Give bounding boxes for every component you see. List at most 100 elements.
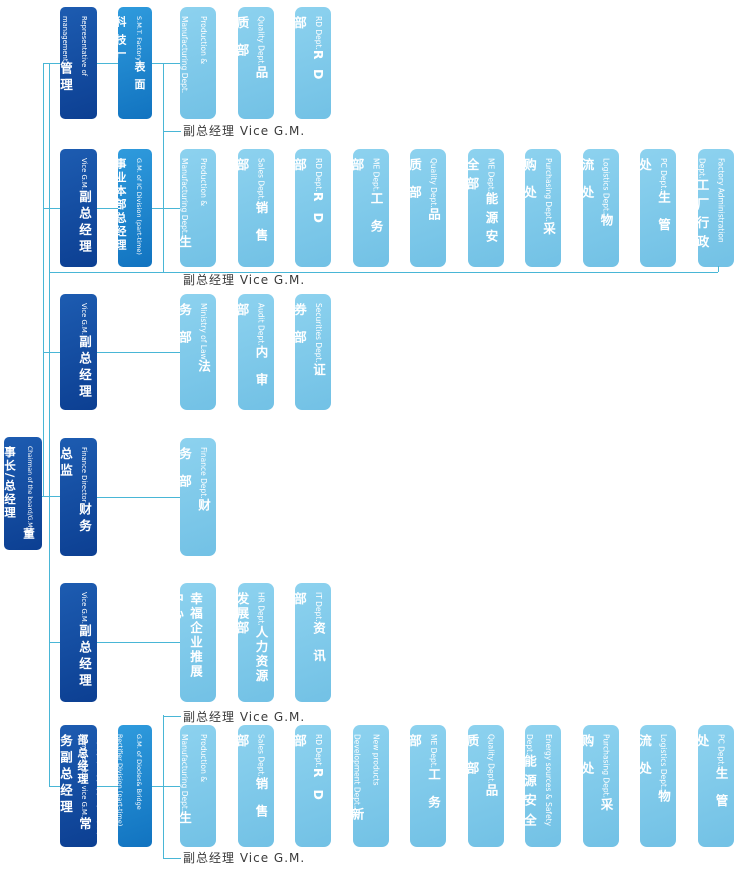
manager-box-text-zh: 副总经理: [77, 189, 92, 256]
manager-box: Finance Director财务总监: [58, 438, 97, 556]
dept-box-text-en: Logistics Dept.: [601, 158, 611, 214]
manager-box-text-zh: 常务副总经理: [58, 734, 92, 834]
connector-line: [97, 786, 118, 787]
dept-box: ME Dept.能源安全部: [464, 149, 504, 267]
connector-line: [49, 272, 718, 273]
dept-box-text-en: Purchasing Dept.: [544, 158, 553, 222]
dept-box-text-zh: RD 部: [292, 158, 326, 234]
dept-box: HR Dept.人力资源发展部: [234, 583, 274, 702]
dept-box: RD Dept.RD 部: [292, 7, 331, 119]
connector-line: [163, 715, 164, 858]
dept-box-text-zh: 生管处: [694, 734, 729, 822]
dept-box: Finance Dept.财务部: [177, 438, 216, 556]
dept-box-text-zh: 财务部: [177, 447, 211, 527]
dept-box-text-en: Audit Dept.: [256, 303, 266, 346]
manager-box: Vice G.M.副总经理: [60, 294, 97, 410]
dept-box: Securities Dept.证券部: [292, 294, 331, 410]
dept-box-text-en: ME Dept.: [486, 158, 496, 193]
division-box: G.M. of IC Division (part-time) 事业本部总经理: [114, 149, 152, 267]
dept-box: 幸福企业推展中心: [169, 583, 216, 702]
dept-box: PC Dept.生管处: [637, 149, 676, 267]
connector-line: [152, 786, 180, 787]
dept-box: IT Dept.资讯部: [292, 583, 331, 702]
dept-box: Sales Dept.销售部: [235, 149, 274, 267]
dept-box-text-zh: 法务部: [177, 303, 211, 388]
connector-line: [49, 63, 50, 787]
dept-box-text-zh: 生产制造部: [158, 158, 192, 254]
dept-box-text-zh: 工务部: [349, 158, 384, 248]
dept-box-text-zh: 物流处: [637, 734, 671, 817]
dept-box-text-zh: 人力资源发展部: [234, 592, 269, 684]
connector-line: [43, 352, 60, 353]
manager-box-text-en: Representative of management: [61, 16, 88, 77]
dept-box-text-en: RD Dept.: [314, 158, 323, 192]
manager-box: Representative of management管理者代表: [39, 7, 97, 119]
dept-box-text-zh: 内审部: [234, 303, 269, 401]
chairman-box-text-en: Chairman of the board/G.M: [26, 446, 33, 528]
dept-box-text-en: ME Dept.: [371, 158, 381, 193]
connector-line: [163, 63, 164, 272]
dept-box-text-en: Production & Manufacturing Dept.: [180, 158, 208, 236]
dept-box-text-zh: 生产制造部: [158, 16, 173, 104]
manager-box-text-en: Administrative vice G.M.: [80, 734, 88, 817]
dept-box-text-zh: 品质部: [407, 158, 441, 236]
connector-line: [718, 266, 719, 272]
dept-box: Ministry of Law法务部: [177, 294, 216, 410]
dept-box-text-zh: 生管处: [637, 158, 671, 246]
chairman-box: Chairman of the board/G.M董事长/总经理: [3, 437, 42, 550]
vice-gm-label: 副总经理 Vice G.M.: [183, 710, 306, 724]
dept-box-text-zh: RD 部: [292, 734, 326, 812]
manager-box: Vice G.M.副总经理: [60, 583, 97, 702]
dept-box-text-zh: 新品研发部: [330, 734, 365, 827]
dept-box-text-zh: 证券部: [292, 303, 326, 391]
dept-box-text-zh: 生产制造部: [158, 734, 192, 831]
manager-box-text-en: Vice G.M.: [80, 158, 88, 190]
manager-box-text-zh: 副总经理: [77, 334, 92, 401]
connector-line: [152, 63, 180, 64]
dept-box-text-zh: 品质部: [464, 734, 499, 812]
dept-box-text-en: Finance Dept.: [199, 447, 208, 499]
division-box-text-en: S.M.T. Factory: [135, 16, 143, 61]
dept-box-text-zh: 幸福企业推展中心: [169, 592, 203, 679]
vice-gm-label: 副总经理 Vice G.M.: [183, 273, 306, 287]
dept-box-text-en: PC Dept.: [716, 734, 726, 767]
manager-box: Administrative vice G.M.常务副总经理: [58, 725, 97, 847]
dept-box: Quality Dept.品质部: [464, 725, 504, 847]
connector-line: [97, 642, 180, 643]
dept-box-text-en: Securities Dept.: [314, 303, 323, 363]
connector-line: [49, 786, 60, 787]
dept-box-text-en: Energy sources & Safety Dept.: [525, 734, 553, 827]
division-box-text-en: G.M. of IC Division (part-time): [135, 158, 143, 255]
dept-box-text-en: Sales Dept.: [256, 158, 266, 201]
dept-box-text-en: HR Dept.: [256, 592, 266, 626]
dept-box-text-en: Ministry of Law: [199, 303, 208, 360]
dept-box-text-en: Logistics Dept.: [659, 734, 668, 790]
vice-gm-label: 副总经理 Vice G.M.: [183, 124, 306, 138]
manager-box-text-zh: 财务总监: [58, 447, 92, 536]
manager-box-text-en: Vice G.M.: [80, 303, 88, 335]
dept-box: RD Dept.RD 部: [292, 149, 331, 267]
dept-box-text-zh: 采购处: [579, 734, 614, 826]
connector-line: [49, 642, 60, 643]
dept-box-text-zh: 销售部: [234, 734, 269, 832]
dept-box-text-en: Quality Dept.: [486, 734, 496, 784]
dept-box: Production & Manufacturing Dept. 生产制造部: [158, 7, 216, 119]
dept-box: Production & Manufacturing Dept.生产制造部: [158, 149, 216, 267]
dept-box: ME Dept.工务部: [349, 149, 389, 267]
dept-box-text-en: IT Dept.: [314, 592, 323, 622]
dept-box: Energy sources & Safety Dept.能源安全部: [503, 725, 561, 847]
vice-gm-label: 副总经理 Vice G.M.: [183, 851, 306, 865]
dept-box: RD Dept.RD 部: [292, 725, 331, 847]
dept-box-text-zh: 能源安全部: [464, 158, 499, 249]
division-box-text-en: G.M. of Diodes& Bridge Rectifier Divisio…: [116, 734, 143, 827]
dept-box-text-en: Production & Manufacturing Dept.: [180, 734, 208, 812]
dept-box-text-zh: 品质部: [234, 16, 269, 94]
dept-box: New products Development Dept.新品研发部: [331, 725, 389, 847]
connector-line: [163, 131, 181, 132]
dept-box-text-en: Production & Manufacturing Dept.: [180, 16, 208, 94]
dept-box: Quality Dept.品质部: [234, 7, 274, 119]
dept-box: Audit Dept.内审部: [234, 294, 274, 410]
dept-box: Logistics Dept.物流处: [637, 725, 676, 847]
dept-box: PC Dept.生管处: [694, 725, 734, 847]
dept-box-text-en: Factory Administration Dept.: [697, 158, 726, 243]
